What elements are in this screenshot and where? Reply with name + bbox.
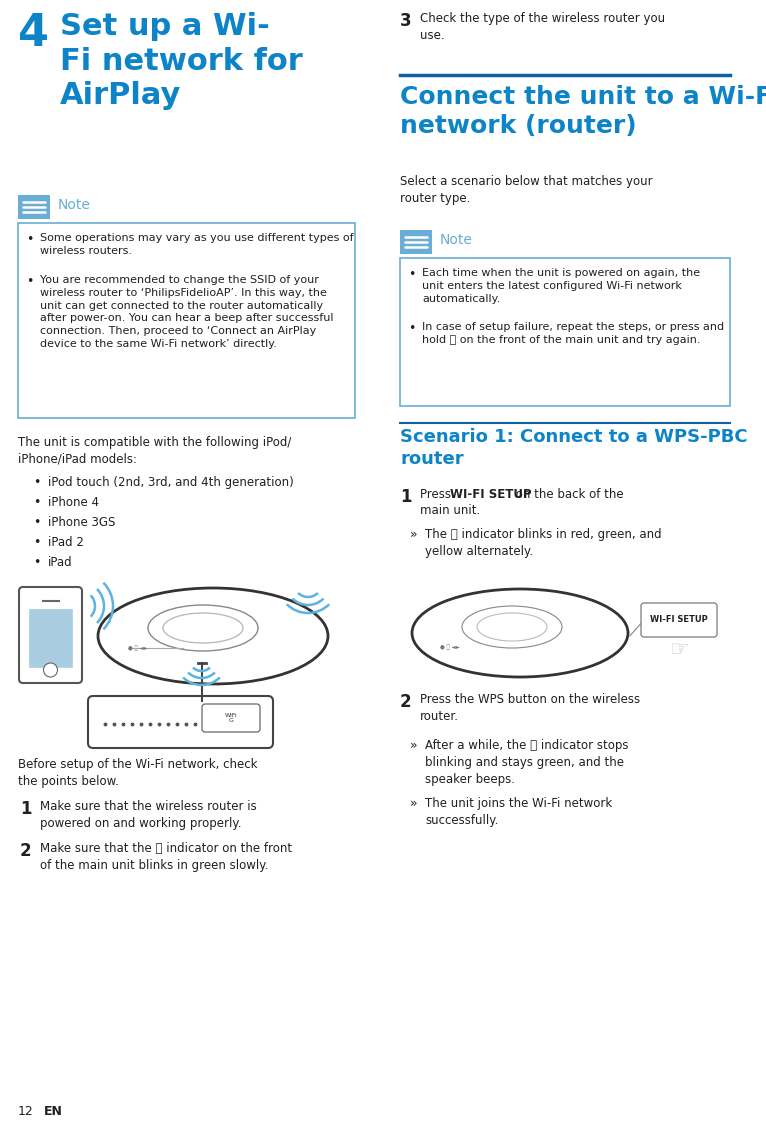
Text: iPad: iPad xyxy=(48,556,73,569)
Text: The unit joins the Wi-Fi network
successfully.: The unit joins the Wi-Fi network success… xyxy=(425,797,612,827)
Text: 1: 1 xyxy=(400,489,411,506)
Text: 4: 4 xyxy=(18,12,49,55)
Text: •: • xyxy=(408,322,415,335)
Text: •: • xyxy=(33,556,41,569)
Text: iPhone 3GS: iPhone 3GS xyxy=(48,515,116,529)
Text: Each time when the unit is powered on again, the
unit enters the latest configur: Each time when the unit is powered on ag… xyxy=(422,268,700,303)
Text: ☞: ☞ xyxy=(669,640,689,660)
Text: WI-FI SETUP: WI-FI SETUP xyxy=(450,489,532,501)
Text: •: • xyxy=(26,232,34,246)
FancyBboxPatch shape xyxy=(88,696,273,748)
Text: EN: EN xyxy=(44,1105,63,1119)
Text: •: • xyxy=(408,268,415,281)
Text: 1: 1 xyxy=(20,800,31,818)
Text: Press the WPS button on the wireless
router.: Press the WPS button on the wireless rou… xyxy=(420,693,640,723)
Text: Check the type of the wireless router you
use.: Check the type of the wireless router yo… xyxy=(420,12,665,42)
Text: Some operations may vary as you use different types of
wireless routers.: Some operations may vary as you use diff… xyxy=(40,232,354,256)
Text: Make sure that the ⏻ indicator on the front
of the main unit blinks in green slo: Make sure that the ⏻ indicator on the fr… xyxy=(40,842,292,871)
Text: You are recommended to change the SSID of your
wireless router to ‘PhilipsFideli: You are recommended to change the SSID o… xyxy=(40,275,333,349)
FancyBboxPatch shape xyxy=(29,609,72,667)
Text: Before setup of the Wi-Fi network, check
the points below.: Before setup of the Wi-Fi network, check… xyxy=(18,758,257,788)
Text: The unit is compatible with the following iPod/
iPhone/iPad models:: The unit is compatible with the followin… xyxy=(18,436,291,466)
FancyBboxPatch shape xyxy=(400,230,432,254)
Ellipse shape xyxy=(477,613,547,641)
Text: ● ⏻ ◄►: ● ⏻ ◄► xyxy=(128,646,148,651)
Text: Set up a Wi-
Fi network for
AirPlay: Set up a Wi- Fi network for AirPlay xyxy=(60,12,303,110)
Text: Scenario 1: Connect to a WPS-PBC
router: Scenario 1: Connect to a WPS-PBC router xyxy=(400,428,748,467)
Text: WiFi
G: WiFi G xyxy=(224,713,237,723)
Text: 2: 2 xyxy=(400,693,411,711)
Text: 3: 3 xyxy=(400,12,411,30)
Text: •: • xyxy=(33,496,41,509)
Text: •: • xyxy=(26,275,34,287)
Text: ● ⏻ ◄►: ● ⏻ ◄► xyxy=(440,645,460,650)
FancyBboxPatch shape xyxy=(641,603,717,637)
Text: iPod touch (2nd, 3rd, and 4th generation): iPod touch (2nd, 3rd, and 4th generation… xyxy=(48,476,293,489)
Text: Note: Note xyxy=(58,198,91,212)
Text: Select a scenario below that matches your
router type.: Select a scenario below that matches you… xyxy=(400,175,653,206)
Ellipse shape xyxy=(462,606,562,648)
Text: After a while, the ⏻ indicator stops
blinking and stays green, and the
speaker b: After a while, the ⏻ indicator stops bli… xyxy=(425,739,628,786)
Ellipse shape xyxy=(148,605,258,651)
Text: •: • xyxy=(33,476,41,489)
Ellipse shape xyxy=(98,588,328,684)
Text: main unit.: main unit. xyxy=(420,504,480,517)
FancyBboxPatch shape xyxy=(18,195,50,219)
Text: on the back of the: on the back of the xyxy=(512,489,624,501)
Text: WI-FI SETUP: WI-FI SETUP xyxy=(650,615,708,624)
FancyBboxPatch shape xyxy=(19,587,82,683)
Text: 2: 2 xyxy=(20,842,31,860)
Ellipse shape xyxy=(412,588,628,677)
Text: •: • xyxy=(33,536,41,549)
Ellipse shape xyxy=(163,613,243,643)
Text: •: • xyxy=(33,515,41,529)
FancyBboxPatch shape xyxy=(400,258,730,407)
Circle shape xyxy=(44,663,57,677)
Text: Connect the unit to a Wi-Fi
network (router): Connect the unit to a Wi-Fi network (rou… xyxy=(400,85,766,138)
Text: In case of setup failure, repeat the steps, or press and
hold ⏻ on the front of : In case of setup failure, repeat the ste… xyxy=(422,322,724,345)
Text: »: » xyxy=(410,739,417,752)
FancyBboxPatch shape xyxy=(18,223,355,418)
Text: The ⏻ indicator blinks in red, green, and
yellow alternately.: The ⏻ indicator blinks in red, green, an… xyxy=(425,528,662,558)
Text: Make sure that the wireless router is
powered on and working properly.: Make sure that the wireless router is po… xyxy=(40,800,257,830)
Text: Press: Press xyxy=(420,489,455,501)
Text: iPad 2: iPad 2 xyxy=(48,536,83,549)
FancyBboxPatch shape xyxy=(202,704,260,732)
Text: 12: 12 xyxy=(18,1105,34,1119)
Text: »: » xyxy=(410,528,417,541)
Text: »: » xyxy=(410,797,417,810)
Text: iPhone 4: iPhone 4 xyxy=(48,496,99,509)
Text: Note: Note xyxy=(440,232,473,247)
